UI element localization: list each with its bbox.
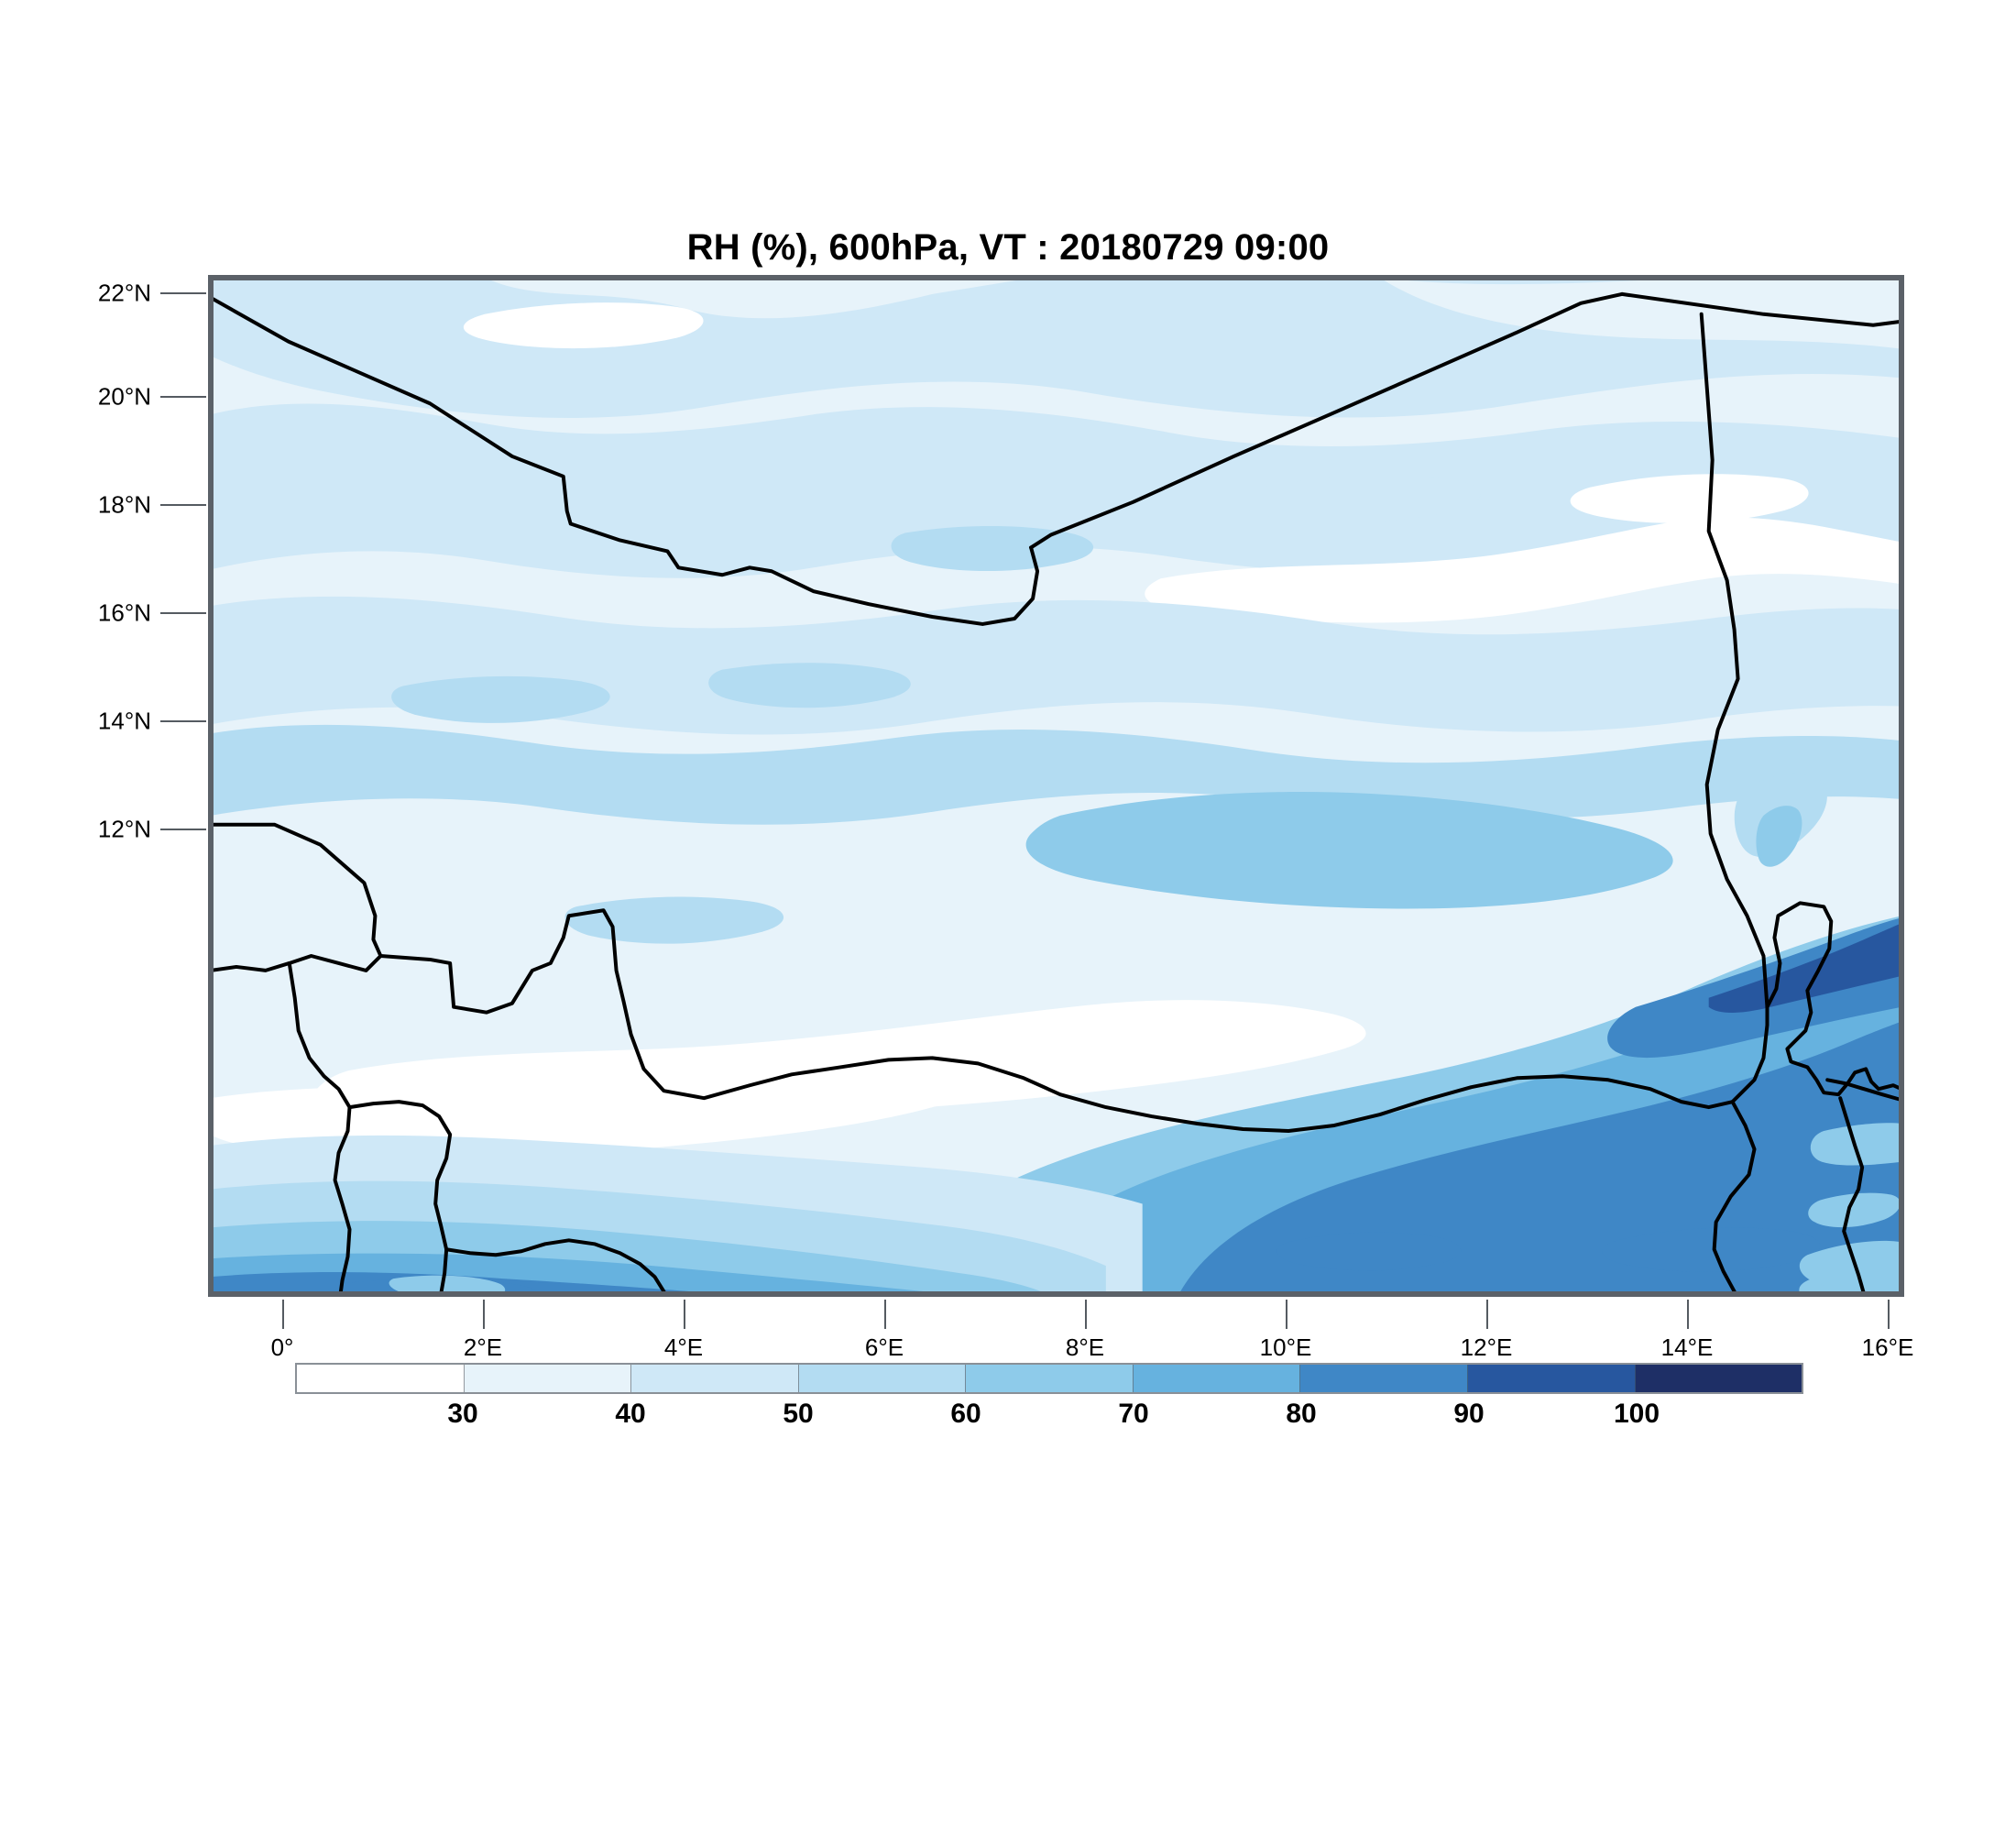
xtick-mark-0 (282, 1300, 284, 1329)
ytick-label-14: 14°N (97, 707, 151, 735)
colorbar-swatch-gt100 (1635, 1365, 1802, 1392)
colorbar-swatch-60-70 (966, 1365, 1134, 1392)
ytick-label-12: 12°N (97, 815, 151, 843)
colorbar-tick-30: 30 (447, 1399, 478, 1429)
ytick-mark-18 (160, 504, 206, 506)
map-contour-svg (211, 278, 1901, 1294)
colorbar-tick-40: 40 (615, 1399, 646, 1429)
map-frame (211, 278, 1901, 1294)
colorbar-swatch-lt30 (297, 1365, 465, 1392)
xtick-label-6: 6°E (864, 1334, 904, 1361)
xtick-label-0: 0° (270, 1334, 294, 1361)
colorbar-tick-70: 70 (1118, 1399, 1149, 1429)
colorbar-swatch-80-90 (1300, 1365, 1468, 1392)
ytick-label-18: 18°N (97, 490, 151, 519)
colorbar-tick-80: 80 (1286, 1399, 1317, 1429)
ytick-mark-20 (160, 396, 206, 398)
xtick-label-14: 14°E (1660, 1334, 1714, 1361)
rh-contour-fill-group (211, 278, 1901, 1294)
colorbar-swatch-40-50 (631, 1365, 799, 1392)
xtick-label-8: 8°E (1065, 1334, 1105, 1361)
xtick-mark-10 (1286, 1300, 1287, 1329)
map-plot-panel[interactable] (208, 275, 1904, 1297)
colorbar-tick-50: 50 (783, 1399, 814, 1429)
ytick-mark-12 (160, 829, 206, 830)
xtick-mark-12 (1486, 1300, 1488, 1329)
country-borders-layer (211, 291, 1901, 1294)
ytick-label-22: 22°N (97, 279, 151, 307)
ytick-mark-22 (160, 292, 206, 294)
xtick-label-10: 10°E (1259, 1334, 1312, 1361)
xtick-label-12: 12°E (1460, 1334, 1513, 1361)
colorbar-tick-60: 60 (950, 1399, 981, 1429)
colorbar-swatch-70-80 (1133, 1365, 1301, 1392)
page-title: RH (%), 600hPa, VT : 20180729 09:00 (686, 227, 1330, 268)
colorbar[interactable] (295, 1363, 1803, 1394)
ytick-label-16: 16°N (97, 598, 151, 627)
ytick-mark-14 (160, 720, 206, 722)
xtick-mark-4 (684, 1300, 685, 1329)
xtick-mark-16 (1888, 1300, 1890, 1329)
colorbar-swatch-90-100 (1467, 1365, 1636, 1392)
xtick-mark-8 (1085, 1300, 1087, 1329)
xtick-label-16: 16°E (1861, 1334, 1914, 1361)
ytick-label-20: 20°N (97, 382, 151, 411)
xtick-label-4: 4°E (663, 1334, 704, 1361)
colorbar-swatch-30-40 (464, 1365, 632, 1392)
ytick-mark-16 (160, 612, 206, 614)
colorbar-tick-90: 90 (1453, 1399, 1485, 1429)
xtick-mark-2 (483, 1300, 485, 1329)
xtick-label-2: 2°E (463, 1334, 503, 1361)
xtick-mark-6 (884, 1300, 886, 1329)
colorbar-tick-100: 100 (1613, 1399, 1660, 1429)
colorbar-swatch-50-60 (798, 1365, 967, 1392)
xtick-mark-14 (1687, 1300, 1689, 1329)
